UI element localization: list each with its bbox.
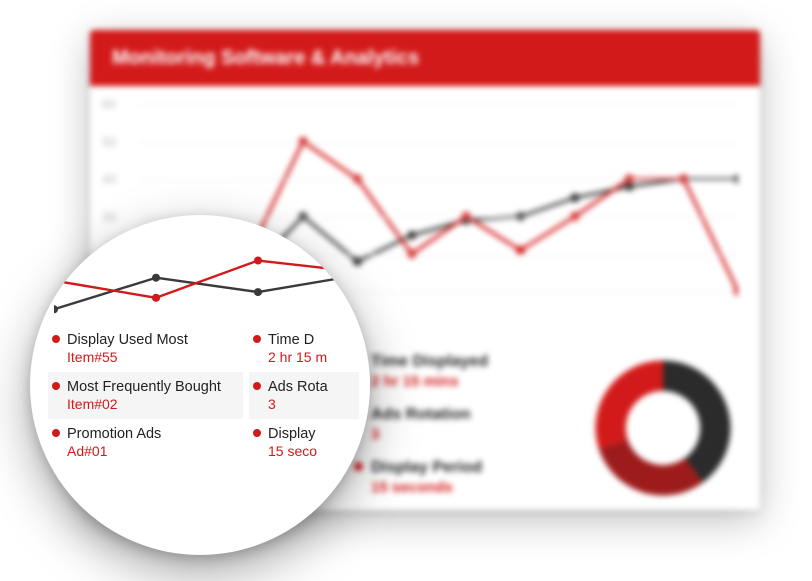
stat-value: 2 hr 15 mins (371, 373, 566, 390)
stat-label: Ads Rotation (354, 406, 566, 424)
y-axis-label: 40 (102, 172, 116, 187)
y-axis-label: 60 (102, 97, 116, 112)
donut-svg (588, 353, 738, 503)
stat-item: Display15 seco (249, 419, 359, 466)
stat-item: Display Used MostItem#55 (48, 325, 243, 372)
stat-item: Time D2 hr 15 m (249, 325, 359, 372)
stat-label: Display Period (354, 459, 566, 477)
stat-label: Promotion Ads (52, 426, 243, 442)
magnifier-lens: Display Used MostItem#55Most Frequently … (30, 215, 370, 555)
stat-label: Most Frequently Bought (52, 379, 243, 395)
y-axis-label: 30 (102, 209, 116, 224)
bullet-icon (52, 429, 60, 437)
y-axis-label: 50 (102, 134, 116, 149)
stat-value: 15 seco (268, 443, 359, 459)
stat-label: Display Used Most (52, 332, 243, 348)
bullet-icon (253, 382, 261, 390)
stat-label: Display (253, 426, 359, 442)
bullet-icon (52, 335, 60, 343)
lens-col-left: Display Used MostItem#55Most Frequently … (48, 325, 243, 466)
gridline (140, 142, 738, 143)
card-title: Monitoring Software & Analytics (112, 47, 419, 70)
stat-item: Promotion AdsAd#01 (48, 419, 243, 466)
lens-chart-svg (54, 229, 360, 315)
stat-value: 2 hr 15 m (268, 349, 359, 365)
stat-value: 3 (371, 426, 566, 443)
stat-value: 3 (268, 396, 359, 412)
lens-stats: Display Used MostItem#55Most Frequently … (48, 325, 370, 466)
lens-line-chart (54, 229, 360, 315)
stat-label: Time Displayed (354, 353, 566, 371)
stat-value: 15 seconds (371, 479, 566, 496)
bullet-icon (52, 382, 60, 390)
stat-item: Ads Rota3 (249, 372, 359, 419)
bullet-icon (253, 335, 261, 343)
stats-col-right: Time Displayed 2 hr 15 mins Ads Rotation 3 D… (354, 353, 566, 510)
gridline (140, 179, 738, 180)
stat-label: Ads Rota (253, 379, 359, 395)
gridline (140, 104, 738, 105)
stat-value: Item#55 (67, 349, 243, 365)
lens-col-right: Time D2 hr 15 mAds Rota3Display15 seco (249, 325, 359, 466)
stat-item: Time Displayed 2 hr 15 mins (354, 353, 566, 390)
stat-value: Ad#01 (67, 443, 243, 459)
card-header: Monitoring Software & Analytics (90, 30, 760, 86)
stat-item: Display Period 15 seconds (354, 459, 566, 496)
stat-value: Item#02 (67, 396, 243, 412)
donut-chart (588, 353, 738, 503)
stat-item: Most Frequently BoughtItem#02 (48, 372, 243, 419)
stat-label: Time D (253, 332, 359, 348)
bullet-icon (253, 429, 261, 437)
stat-item: Ads Rotation 3 (354, 406, 566, 443)
